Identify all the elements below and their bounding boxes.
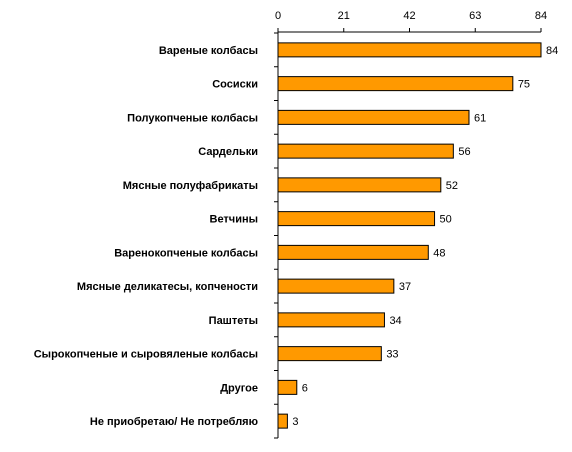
- data-label: 75: [518, 79, 530, 91]
- value-tick-label: 84: [535, 10, 547, 22]
- data-label: 56: [458, 146, 470, 158]
- category-label: Полукопченые колбасы: [127, 112, 258, 124]
- data-label: 52: [446, 180, 458, 192]
- bar: [277, 278, 395, 294]
- value-axis: 0 21 42 63 84: [275, 10, 547, 438]
- category-label: Мясные полуфабрикаты: [123, 180, 258, 192]
- category-axis-ticks: [274, 32, 278, 439]
- bar: [277, 312, 385, 328]
- data-label: 33: [386, 349, 398, 361]
- category-label: Другое: [220, 382, 258, 394]
- category-label: Варенокопченые колбасы: [114, 247, 258, 259]
- category-label: Не приобретаю/ Не потребляю: [90, 416, 258, 428]
- value-tick-label: 63: [469, 10, 481, 22]
- data-label: 3: [292, 416, 298, 428]
- category-labels: Вареные колбасы Сосиски Полукопченые колба…: [34, 45, 258, 428]
- category-label: Сосиски: [212, 79, 258, 91]
- bar: [277, 143, 454, 159]
- category-label: Вареные колбасы: [159, 45, 258, 57]
- data-label: 61: [474, 112, 486, 124]
- value-tick-label: 42: [403, 10, 415, 22]
- bar: [277, 42, 542, 58]
- category-label: Паштеты: [209, 315, 258, 327]
- data-label: 50: [440, 214, 452, 226]
- bar: [277, 244, 429, 260]
- data-label: 37: [399, 281, 411, 293]
- category-label: Ветчины: [210, 214, 259, 226]
- category-label: Мясные деликатесы, копчености: [77, 281, 258, 293]
- bar: [277, 379, 298, 395]
- category-label: Сырокопченые и сыровяленые колбасы: [34, 349, 258, 361]
- value-tick-label: 0: [275, 10, 281, 22]
- bar: [277, 346, 382, 362]
- data-label: 84: [546, 45, 558, 57]
- bar: [277, 109, 470, 125]
- data-label: 6: [302, 382, 308, 394]
- data-label: 48: [433, 247, 445, 259]
- bar: [277, 76, 514, 92]
- bars: [277, 42, 542, 429]
- bar: [277, 177, 442, 193]
- value-tick-label: 21: [338, 10, 350, 22]
- data-labels: 84 75 61 56 52 50 48 37 34 33 6 3: [292, 45, 558, 428]
- bar: [277, 413, 288, 429]
- data-label: 34: [389, 315, 401, 327]
- category-label: Сардельки: [198, 146, 258, 158]
- bar: [277, 211, 436, 227]
